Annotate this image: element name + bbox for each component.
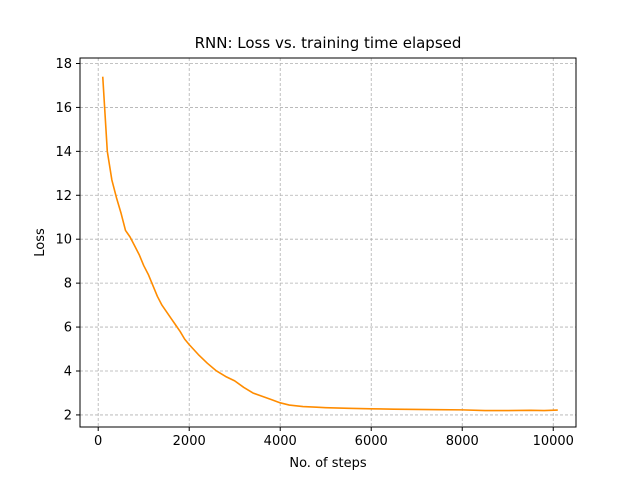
series-line <box>101 76 558 412</box>
y-axis-title: Loss <box>33 228 48 257</box>
y-tick-label: 10 <box>55 233 72 248</box>
y-tick-label: 18 <box>55 57 72 72</box>
x-tick-label: 10000 <box>533 434 574 449</box>
series-layer <box>101 76 558 412</box>
x-tick-label: 8000 <box>446 434 479 449</box>
y-tick-label: 4 <box>64 364 72 379</box>
x-tick-label: 4000 <box>264 434 297 449</box>
y-tick-label: 14 <box>55 145 72 160</box>
chart-title: RNN: Loss vs. training time elapsed <box>195 34 462 52</box>
x-tick-label: 0 <box>94 434 102 449</box>
y-tick-label: 8 <box>64 277 72 292</box>
ticks: 0 2000 4000 6000 8000 10000 2 4 6 8 10 12 14 16 18 <box>55 57 573 449</box>
y-tick-label: 6 <box>64 321 72 336</box>
plot-area-frame <box>79 57 577 428</box>
x-tick-label: 6000 <box>355 434 388 449</box>
y-tick-label: 16 <box>55 101 72 116</box>
x-tick-label: 2000 <box>173 434 206 449</box>
y-tick-label: 12 <box>55 189 72 204</box>
y-tick-label: 2 <box>64 408 72 423</box>
grid <box>80 58 576 427</box>
x-axis-title: No. of steps <box>289 456 366 471</box>
